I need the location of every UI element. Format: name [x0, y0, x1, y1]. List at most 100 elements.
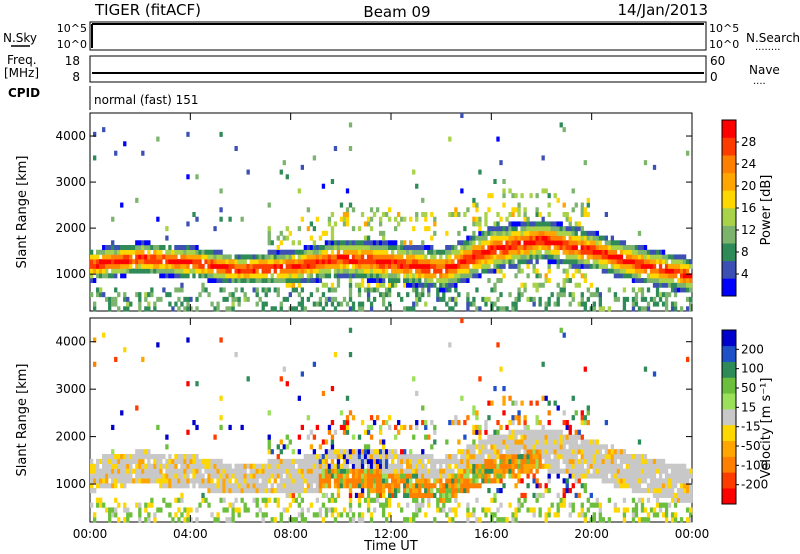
power-cell	[565, 240, 569, 246]
velocity-cell	[487, 458, 491, 465]
colorbar-swatch	[722, 440, 736, 457]
power-cell	[333, 273, 338, 279]
power-cell	[445, 230, 449, 236]
velocity-cell	[499, 488, 503, 494]
power-cell	[234, 268, 238, 274]
velocity-cell	[99, 473, 103, 479]
velocity-cell	[532, 439, 536, 445]
velocity-cell	[412, 517, 416, 523]
velocity-cell	[403, 492, 407, 499]
velocity-cell	[165, 468, 169, 474]
power-cell	[282, 278, 286, 284]
power-cell	[306, 273, 311, 279]
power-cell	[270, 263, 274, 269]
x-tick-label: 12:00	[374, 527, 409, 541]
velocity-cell	[613, 449, 618, 455]
power-cell	[544, 235, 548, 241]
velocity-cell	[348, 517, 353, 523]
velocity-cell	[688, 488, 693, 494]
power-cell	[619, 263, 624, 269]
power-cell	[327, 263, 332, 269]
power-cell	[475, 249, 479, 255]
velocity-cell	[673, 463, 678, 469]
velocity-cell	[267, 449, 271, 455]
velocity-cell	[646, 468, 651, 474]
velocity-cell	[261, 488, 265, 494]
power-cell	[264, 259, 268, 265]
velocity-cell	[321, 454, 326, 460]
power-cell	[643, 263, 648, 269]
velocity-cell	[327, 424, 332, 431]
power-cell	[490, 249, 494, 255]
velocity-cell	[264, 463, 268, 469]
velocity-cell	[598, 507, 602, 513]
velocity-cell	[114, 463, 118, 469]
velocity-cell	[108, 473, 112, 479]
velocity-cell	[517, 439, 521, 445]
power-cell	[246, 296, 250, 302]
power-cell	[168, 249, 172, 255]
power-cell	[156, 136, 160, 142]
velocity-cell	[240, 473, 244, 479]
colorbar-swatch	[722, 278, 736, 297]
power-cell	[400, 245, 404, 251]
velocity-cell	[372, 488, 377, 494]
velocity-cell	[535, 444, 539, 450]
velocity-cell	[523, 468, 527, 474]
velocity-cell	[117, 458, 121, 465]
power-cell	[114, 268, 118, 274]
velocity-cell	[532, 444, 536, 450]
velocity-cell	[457, 439, 461, 445]
velocity-cell	[120, 468, 124, 474]
velocity-cell	[655, 483, 660, 489]
power-cell	[174, 259, 178, 265]
velocity-cell	[640, 497, 645, 503]
power-cell	[174, 273, 178, 279]
power-cell	[466, 254, 470, 260]
power-cell	[427, 245, 431, 251]
velocity-cell	[439, 492, 443, 499]
power-cell	[303, 259, 308, 265]
velocity-cell	[685, 497, 690, 503]
power-cell	[348, 273, 353, 279]
power-cell	[153, 259, 157, 265]
velocity-cell	[508, 473, 512, 479]
power-cell	[445, 282, 449, 288]
velocity-cell	[270, 458, 274, 465]
power-cell	[547, 254, 551, 260]
power-cell	[499, 226, 503, 232]
velocity-cell	[282, 458, 286, 465]
velocity-cell	[234, 463, 238, 469]
power-cell	[141, 249, 145, 255]
power-cell	[466, 259, 470, 265]
velocity-cell	[433, 517, 437, 523]
velocity-cell	[679, 463, 684, 469]
velocity-cell	[481, 478, 485, 484]
velocity-cell	[529, 429, 533, 435]
power-cell	[321, 282, 326, 288]
power-cell	[120, 259, 124, 265]
power-cell	[514, 221, 518, 227]
velocity-cell	[670, 517, 675, 523]
velocity-cell	[475, 410, 479, 416]
power-cell	[267, 235, 271, 241]
power-cell	[357, 249, 362, 255]
velocity-cell	[640, 517, 645, 523]
power-cell	[655, 301, 660, 307]
velocity-cell	[640, 454, 645, 460]
velocity-cell	[348, 454, 353, 460]
power-cell	[354, 273, 359, 279]
power-cell	[433, 216, 437, 222]
power-cell	[276, 263, 280, 269]
velocity-cell	[421, 468, 425, 474]
power-cell	[613, 245, 618, 251]
power-cell	[541, 235, 545, 241]
velocity-cell	[339, 424, 344, 431]
power-cell	[381, 235, 386, 241]
velocity-cell	[153, 512, 157, 518]
velocity-cell	[297, 478, 301, 484]
power-cell	[502, 179, 506, 185]
velocity-cell	[354, 468, 359, 474]
power-cell	[291, 282, 295, 288]
